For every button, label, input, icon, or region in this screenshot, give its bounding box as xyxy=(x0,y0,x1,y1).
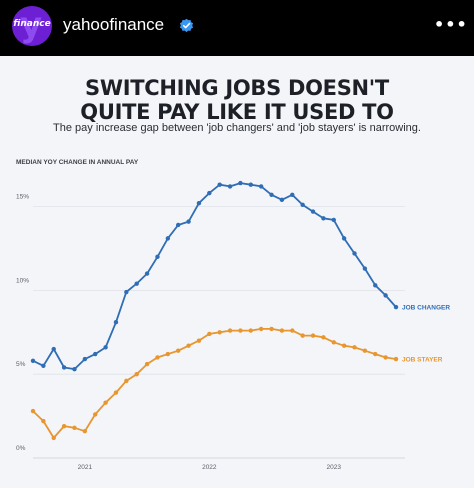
data-point xyxy=(134,281,139,286)
chart-subtitle: The pay increase gap between 'job change… xyxy=(53,122,421,134)
data-point xyxy=(300,202,305,208)
data-point xyxy=(82,428,88,434)
data-point xyxy=(362,266,368,271)
data-point xyxy=(113,390,119,395)
data-point xyxy=(248,182,253,187)
data-point xyxy=(362,348,368,353)
account-name[interactable]: yahoofinance xyxy=(63,15,165,34)
series-label: JOB CHANGER xyxy=(402,305,450,312)
data-point xyxy=(383,293,388,298)
data-point xyxy=(352,251,357,256)
data-point xyxy=(144,361,150,367)
data-point xyxy=(310,209,316,214)
data-point xyxy=(51,435,56,441)
data-point xyxy=(227,328,233,333)
data-point xyxy=(196,338,202,343)
y-axis-label: MEDIAN YOY CHANGE IN ANNUAL PAY xyxy=(16,159,139,166)
data-point xyxy=(393,304,399,310)
data-point xyxy=(72,366,77,372)
more-options-button[interactable]: ••• xyxy=(434,15,468,34)
y-tick-label: 15% xyxy=(16,194,29,201)
series-label: JOB STAYER xyxy=(402,357,443,364)
data-point xyxy=(124,289,129,295)
data-point xyxy=(238,180,243,186)
data-point xyxy=(51,346,56,352)
chart-title: SWITCHING JOBS DOESN'T QUITE PAY LIKE IT… xyxy=(0,76,474,124)
data-point xyxy=(393,356,399,362)
data-point xyxy=(186,219,191,224)
data-point xyxy=(279,197,285,203)
x-tick-label: 2021 xyxy=(78,464,93,471)
data-point xyxy=(61,365,67,370)
post-image xyxy=(0,56,474,488)
data-point xyxy=(279,328,285,333)
data-point xyxy=(321,216,326,221)
data-point xyxy=(258,184,264,189)
data-point xyxy=(155,254,160,260)
data-point xyxy=(93,412,98,417)
data-point xyxy=(41,418,46,424)
data-point xyxy=(196,200,202,206)
data-point xyxy=(176,222,181,228)
data-point xyxy=(72,425,77,431)
data-point xyxy=(341,236,347,241)
y-tick-label: 10% xyxy=(16,277,29,284)
data-point xyxy=(373,283,378,288)
data-point xyxy=(321,335,326,340)
data-point xyxy=(269,326,274,332)
data-point xyxy=(217,330,222,335)
data-point xyxy=(82,356,88,362)
data-point xyxy=(134,371,139,377)
data-point xyxy=(61,423,67,429)
data-point xyxy=(383,355,388,360)
y-tick-label: 0% xyxy=(16,445,26,452)
data-point xyxy=(207,190,212,196)
verified-badge-icon xyxy=(179,18,194,33)
data-point xyxy=(113,320,119,325)
data-point xyxy=(352,345,357,350)
data-point xyxy=(41,363,46,368)
yahoo-y-logo-icon: y xyxy=(20,6,43,45)
data-point xyxy=(227,184,233,189)
data-point xyxy=(290,192,295,197)
data-point xyxy=(310,333,316,338)
title-line-1: SWITCHING JOBS DOESN'T xyxy=(85,76,389,100)
data-point xyxy=(373,351,378,357)
data-point xyxy=(238,328,243,333)
data-point xyxy=(217,182,222,187)
yahoo-finance-avatar[interactable]: y finance xyxy=(12,6,52,46)
data-point xyxy=(165,351,171,357)
title-line-2: QUITE PAY LIKE IT USED TO xyxy=(80,100,394,124)
data-point xyxy=(30,358,36,363)
y-tick-label: 5% xyxy=(16,361,26,368)
data-point xyxy=(341,343,347,348)
data-point xyxy=(207,331,212,337)
post-header: y finance yahoofinance ••• xyxy=(0,0,474,56)
data-point xyxy=(300,333,305,338)
data-point xyxy=(155,355,160,360)
data-point xyxy=(93,351,98,357)
data-point xyxy=(176,348,181,353)
x-tick-label: 2023 xyxy=(327,464,342,471)
data-point xyxy=(290,328,295,333)
data-point xyxy=(165,236,171,241)
data-point xyxy=(331,217,336,223)
avatar-text: finance xyxy=(13,19,51,29)
data-point xyxy=(269,192,274,197)
data-point xyxy=(331,340,336,345)
x-tick-label: 2022 xyxy=(202,464,217,471)
data-point xyxy=(103,345,108,350)
series-line xyxy=(32,327,397,439)
series-line xyxy=(32,182,397,371)
data-point xyxy=(258,326,264,332)
data-point xyxy=(186,343,191,348)
data-point xyxy=(144,271,150,276)
data-point xyxy=(103,400,108,405)
data-point xyxy=(30,408,36,414)
data-point xyxy=(124,378,129,384)
data-point xyxy=(248,328,253,333)
